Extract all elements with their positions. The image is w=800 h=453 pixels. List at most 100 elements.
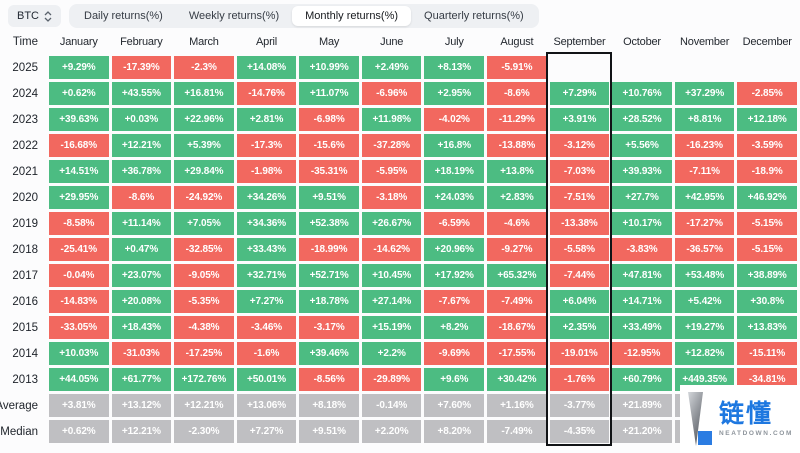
heatmap-cell: +11.98% — [361, 108, 422, 131]
heatmap-cell: -35.31% — [299, 160, 359, 183]
heatmap-cell: +34.36% — [236, 212, 297, 235]
heatmap-cell: +33.43% — [236, 238, 297, 261]
heatmap-cell: -0.04% — [49, 264, 109, 287]
heatmap-cell: -3.83% — [612, 238, 672, 261]
row-label-2023: 2023 — [12, 113, 38, 126]
heatmap-cell: +5.42% — [674, 290, 735, 313]
heatmap-cell: +30.42% — [487, 368, 547, 391]
heatmap-cell: +65.32% — [487, 264, 547, 287]
heatmap-cell: -33.05% — [49, 316, 109, 339]
heatmap-cell: -31.03% — [111, 342, 172, 365]
heatmap-cell: -6.96% — [361, 82, 422, 105]
month-header-june: June — [380, 36, 404, 48]
heatmap-cell: -12.95% — [612, 342, 672, 365]
heatmap-cell: +2.2% — [361, 342, 422, 365]
heatmap-cell — [612, 56, 672, 79]
heatmap-cell: +16.81% — [174, 82, 234, 105]
heatmap-cell: +0.62% — [49, 82, 109, 105]
tab-monthly-returns[interactable]: Monthly returns(%) — [292, 6, 412, 26]
heatmap-cell: -2.30% — [174, 420, 234, 443]
heatmap-cell: +7.27% — [236, 290, 297, 313]
heatmap-cell: +46.92% — [737, 186, 797, 209]
tab-weekly-returns[interactable]: Weekly returns(%) — [176, 6, 292, 26]
heatmap-cell: -18.67% — [487, 316, 547, 339]
heatmap-cell: +11.14% — [111, 212, 172, 235]
heatmap-cell: -17.27% — [674, 212, 735, 235]
tab-quarterly-returns[interactable]: Quarterly returns(%) — [411, 6, 537, 26]
heatmap-cell: +2.81% — [236, 108, 297, 131]
heatmap-cell: -17.39% — [111, 56, 172, 79]
heatmap-cell: +7.27% — [236, 420, 297, 443]
heatmap-cell: +42.95% — [674, 186, 735, 209]
row-label-2013: 2013 — [12, 373, 38, 386]
heatmap-cell: -7.51% — [549, 186, 610, 209]
heatmap-cell: +0.03% — [111, 108, 172, 131]
heatmap-cell: -14.62% — [361, 238, 422, 261]
heatmap-cell: +2.95% — [424, 82, 485, 105]
heatmap-cell: +60.79% — [612, 368, 672, 391]
heatmap-cell: -37.28% — [361, 134, 422, 157]
updown-caret-icon — [44, 10, 52, 22]
row-label-2020: 2020 — [12, 191, 38, 204]
month-header-august: August — [500, 36, 534, 48]
heatmap-cell: -5.15% — [737, 212, 797, 235]
heatmap-cell: +1.16% — [487, 394, 547, 417]
heatmap-cell: +172.76% — [174, 368, 234, 391]
heatmap-cell: +13.8% — [487, 160, 547, 183]
heatmap-cell: -14.76% — [236, 82, 297, 105]
heatmap-cell: -7.11% — [674, 160, 735, 183]
symbol-selector[interactable]: BTC — [8, 5, 61, 27]
heatmap-cell: +17.92% — [424, 264, 485, 287]
row-label-median: Median — [0, 425, 38, 438]
heatmap-cell: +10.76% — [612, 82, 672, 105]
heatmap-cell: -5.91% — [487, 56, 547, 79]
heatmap-cell: -9.27% — [487, 238, 547, 261]
heatmap-cell: +8.18% — [299, 394, 359, 417]
month-header-october: October — [623, 36, 661, 48]
month-header-september: September — [553, 36, 606, 48]
heatmap-cell: -7.67% — [424, 290, 485, 313]
heatmap-cell: -8.6% — [111, 186, 172, 209]
row-label-2019: 2019 — [12, 217, 38, 230]
heatmap-cell: -7.49% — [487, 420, 547, 443]
heatmap-cell: -3.18% — [361, 186, 422, 209]
heatmap-cell: +50.01% — [236, 368, 297, 391]
heatmap-cell: -4.38% — [174, 316, 234, 339]
heatmap-cell: -1.98% — [236, 160, 297, 183]
heatmap-cell: -17.55% — [487, 342, 547, 365]
watermark-brand: 链懂 — [719, 400, 774, 428]
heatmap-cell: -5.15% — [737, 238, 797, 261]
heatmap-cell: +10.45% — [361, 264, 422, 287]
row-label-2021: 2021 — [12, 165, 38, 178]
heatmap-cell: +29.84% — [174, 160, 234, 183]
heatmap-cell: +52.38% — [299, 212, 359, 235]
heatmap-cell: +34.26% — [236, 186, 297, 209]
heatmap-cell: +10.17% — [612, 212, 672, 235]
heatmap-cell — [550, 56, 610, 79]
month-header-november: November — [680, 36, 730, 48]
watermark-domain: NEATDOWN.COM — [719, 430, 793, 437]
returns-period-tabs: Daily returns(%) Weekly returns(%) Month… — [69, 4, 539, 28]
tab-daily-returns[interactable]: Daily returns(%) — [71, 6, 176, 26]
month-header-april: April — [256, 36, 278, 48]
heatmap-cell: +39.46% — [299, 342, 359, 365]
heatmap-cell: -2.85% — [737, 82, 797, 105]
heatmap-cell: +39.93% — [612, 160, 672, 183]
heatmap-cell: -8.6% — [487, 82, 547, 105]
heatmap-cell: +30.8% — [737, 290, 797, 313]
heatmap-cell — [675, 56, 735, 79]
toolbar: BTC Daily returns(%) Weekly returns(%) M… — [8, 4, 539, 28]
heatmap-cell: +52.71% — [299, 264, 359, 287]
heatmap-cell: -16.68% — [49, 134, 109, 157]
heatmap-cell: +15.19% — [361, 316, 422, 339]
heatmap-cell: +16.8% — [424, 134, 485, 157]
heatmap-cell: -9.69% — [424, 342, 485, 365]
row-label-2016: 2016 — [12, 295, 38, 308]
heatmap-cell: +38.89% — [737, 264, 797, 287]
heatmap-cell: +21.20% — [612, 420, 672, 443]
heatmap-cell: +2.20% — [361, 420, 422, 443]
heatmap-cell: -17.3% — [236, 134, 297, 157]
heatmap-cell: +5.56% — [612, 134, 672, 157]
heatmap-cell: +27.14% — [361, 290, 422, 313]
